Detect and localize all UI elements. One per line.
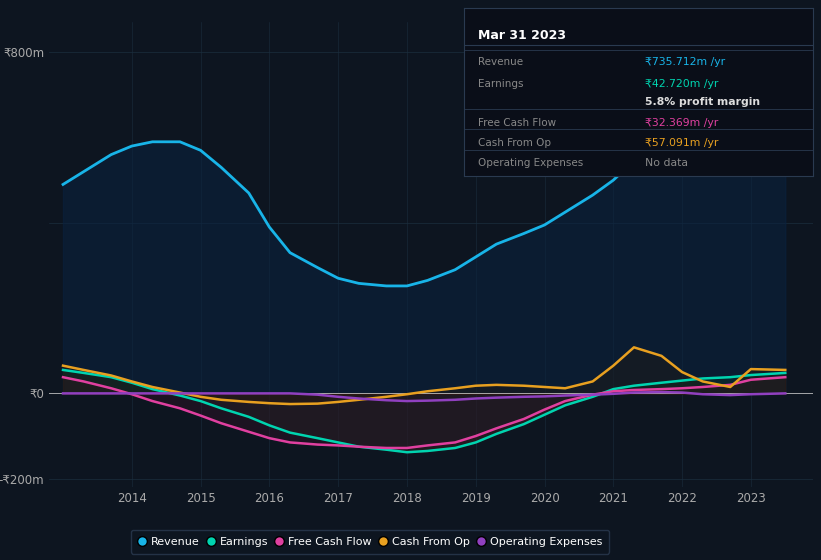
Text: Operating Expenses: Operating Expenses	[478, 158, 583, 168]
Text: No data: No data	[645, 158, 688, 168]
Text: ₹735.712m /yr: ₹735.712m /yr	[645, 57, 726, 67]
Text: 5.8% profit margin: 5.8% profit margin	[645, 97, 760, 108]
Text: ₹57.091m /yr: ₹57.091m /yr	[645, 138, 718, 148]
Text: Free Cash Flow: Free Cash Flow	[478, 118, 556, 128]
Text: Mar 31 2023: Mar 31 2023	[478, 29, 566, 41]
Text: Revenue: Revenue	[478, 57, 523, 67]
Text: Earnings: Earnings	[478, 79, 523, 89]
Text: Cash From Op: Cash From Op	[478, 138, 551, 148]
Text: ₹32.369m /yr: ₹32.369m /yr	[645, 118, 718, 128]
Legend: Revenue, Earnings, Free Cash Flow, Cash From Op, Operating Expenses: Revenue, Earnings, Free Cash Flow, Cash …	[131, 530, 609, 554]
Text: ₹42.720m /yr: ₹42.720m /yr	[645, 79, 718, 89]
